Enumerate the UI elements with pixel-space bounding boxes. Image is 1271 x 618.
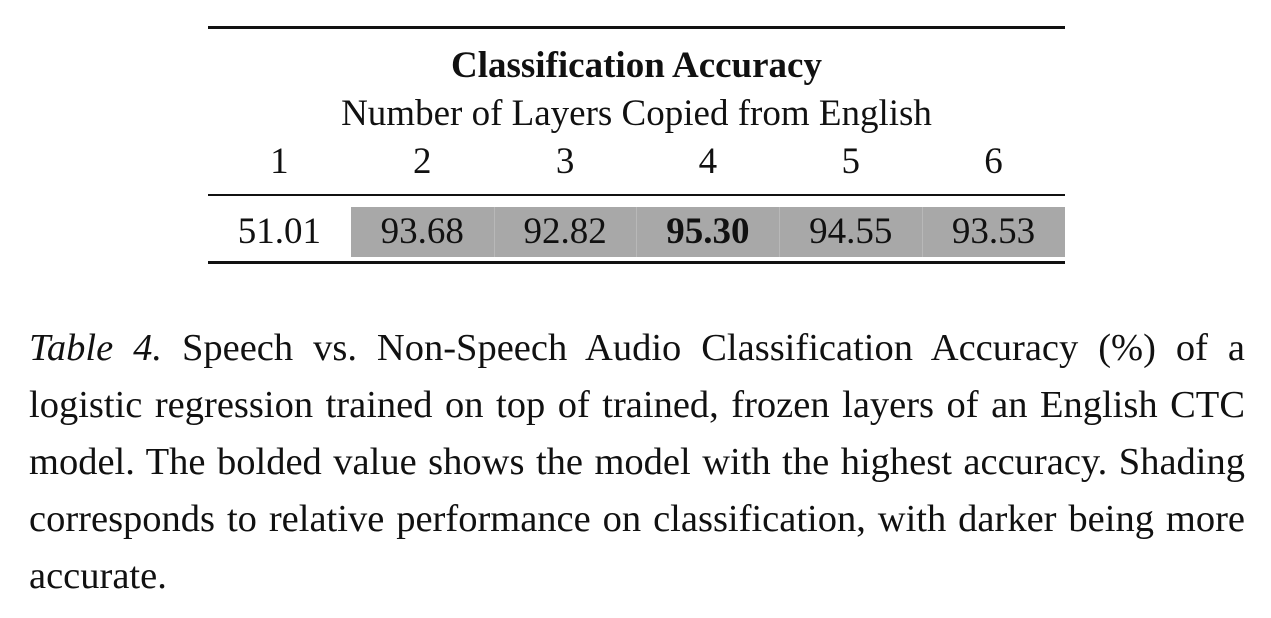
column-header-5: 5 [841,141,860,182]
caption-label: Table 4. [29,327,162,369]
table-header-rule [208,194,1065,196]
column-header-1: 1 [270,141,289,182]
table-top-rule [208,26,1065,29]
table-caption: Table 4. Speech vs. Non-Speech Audio Cla… [29,320,1245,605]
table-bottom-rule [208,261,1065,264]
caption-text: Speech vs. Non-Speech Audio Classificati… [29,327,1246,597]
accuracy-cell-5: 94.55 [779,207,923,257]
column-header-3: 3 [555,141,575,182]
accuracy-cell-2: 93.68 [350,207,494,257]
accuracy-cell-3: 92.82 [493,207,637,257]
table-row: 51.01 93.68 92.82 95.30 94.55 93.53 [208,207,1065,257]
results-table: Classification Accuracy Number of Layers… [208,26,1065,264]
accuracy-cell-1: 51.01 [237,211,322,252]
table-title: Classification Accuracy [451,45,822,86]
table-subtitle: Number of Layers Copied from English [341,93,932,134]
table-header-row: 1 2 3 4 5 6 [208,138,1065,186]
column-header-2: 2 [412,141,432,182]
accuracy-cell-4: 95.30 [636,207,780,257]
column-header-6: 6 [984,141,1003,182]
accuracy-cell-6: 93.53 [922,207,1065,257]
column-header-4: 4 [698,141,718,182]
